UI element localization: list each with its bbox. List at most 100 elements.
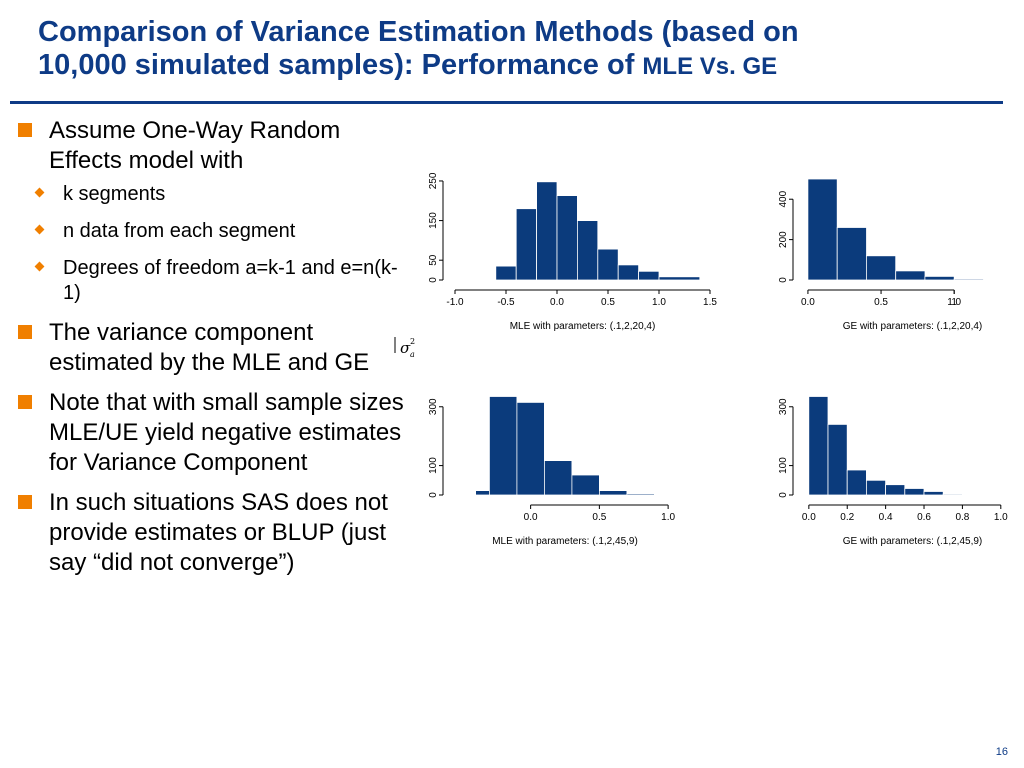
x-tick-label: 0.5 <box>874 297 888 308</box>
bullet-text: The variance component <box>49 319 314 346</box>
x-tick-label: 0.2 <box>840 512 854 523</box>
histogram-bar <box>924 276 955 281</box>
histogram-bar <box>923 491 944 496</box>
histogram-bar <box>638 270 660 281</box>
title-line-2: 10,000 simulated samples): Performance o… <box>38 49 643 81</box>
title-divider <box>10 101 1003 104</box>
page-number: 16 <box>995 746 1008 758</box>
histogram-bar <box>475 490 490 496</box>
x-tick-label: 0.5 <box>592 512 606 523</box>
histogram-bar <box>846 469 867 496</box>
square-bullet-icon <box>18 123 32 137</box>
bullet-list: Assume One-Way Random Effects model with… <box>18 116 413 588</box>
y-tick-label: 200 <box>778 231 789 248</box>
x-tick-label: 0.8 <box>955 512 969 523</box>
x-tick-label: 0.0 <box>524 512 538 523</box>
x-axis-label: MLE with parameters: (.1,2,45,9) <box>492 536 638 547</box>
square-bullet-icon <box>18 395 32 409</box>
x-tick-label: 1 <box>951 297 957 308</box>
y-tick-label: 250 <box>428 172 439 189</box>
sub-bullet-text: n data from each segment <box>63 220 296 242</box>
square-bullet-icon <box>18 495 32 509</box>
histogram-bar <box>617 264 639 281</box>
x-tick-label: 1.0 <box>994 512 1008 523</box>
sub-bullet-item: Degrees of freedom a=k-1 and e=n(k-1) <box>18 256 413 306</box>
sub-bullet-list: k segments n data from each segment Degr… <box>34 182 413 306</box>
y-tick-label: 150 <box>428 212 439 229</box>
x-axis-label: MLE with parameters: (.1,2,20,4) <box>510 321 656 332</box>
histogram-bar <box>556 195 578 281</box>
y-tick-label: 0 <box>778 492 789 498</box>
square-bullet-icon <box>18 325 32 339</box>
histogram-bar <box>836 227 867 281</box>
svg-text:a: a <box>410 350 415 359</box>
diamond-bullet-icon <box>34 224 45 235</box>
bullet-text: Assume One-Way Random Effects model with <box>49 117 341 174</box>
x-tick-label: 1.0 <box>661 512 675 523</box>
histogram-bar <box>895 270 926 281</box>
histogram-bar <box>598 490 628 496</box>
histogram-bar <box>571 474 600 496</box>
sub-bullet-text: k segments <box>63 183 166 205</box>
histogram-bar <box>626 493 655 496</box>
bullet-item: The variance component estimated by the … <box>18 318 413 378</box>
bullet-text: Note that with small sample sizes MLE/UE… <box>49 389 404 476</box>
x-tick-label: 0.0 <box>550 297 564 308</box>
histogram-bar <box>658 276 701 281</box>
histogram-bar <box>516 401 545 496</box>
histogram-bar <box>885 484 906 496</box>
y-tick-label: 0 <box>428 277 439 283</box>
bullet-item: Assume One-Way Random Effects model with… <box>18 116 413 306</box>
x-tick-label: 1.0 <box>652 297 666 308</box>
x-tick-label: 0.5 <box>601 297 615 308</box>
x-axis-label: GE with parameters: (.1,2,45,9) <box>843 536 983 547</box>
y-tick-label: 0 <box>428 492 439 498</box>
y-tick-label: 50 <box>428 254 439 266</box>
x-axis-label: GE with parameters: (.1,2,20,4) <box>843 321 983 332</box>
histogram-mle-45-9: 0 100 300 0.0 0.5 1.0 MLE with parameters: (.1… <box>428 396 676 547</box>
histogram-bar <box>808 396 829 496</box>
histogram-bar <box>866 255 897 281</box>
histogram-bar <box>544 460 573 496</box>
histogram-bar <box>495 265 517 281</box>
x-tick-label: 1.0 <box>947 297 961 308</box>
histogram-bar <box>807 178 838 281</box>
slide-title: Comparison of Variance Estimation Method… <box>38 16 998 83</box>
histogram-bar <box>597 248 619 281</box>
histogram-bar <box>942 493 963 496</box>
histogram-bar <box>866 479 887 496</box>
histogram-bar <box>515 208 537 281</box>
sigma-squared-symbol: σ 2 a <box>394 337 415 359</box>
y-tick-label: 300 <box>778 398 789 415</box>
bullet-text-continued: estimated by the MLE and GE <box>49 349 370 376</box>
sub-bullet-text: Degrees of freedom a=k-1 and e=n(k-1) <box>63 257 398 304</box>
bullet-item: Note that with small sample sizes MLE/UE… <box>18 388 413 478</box>
bullet-item: In such situations SAS does not provide … <box>18 488 413 578</box>
diamond-bullet-icon <box>34 261 45 272</box>
histogram-bar <box>489 396 518 496</box>
y-tick-label: 0 <box>778 277 789 283</box>
x-tick-label: 0.0 <box>801 297 815 308</box>
y-tick-label: 300 <box>428 398 439 415</box>
histogram-bar <box>904 488 925 496</box>
histogram-bar <box>576 220 599 281</box>
title-line-1: Comparison of Variance Estimation Method… <box>38 16 799 48</box>
x-tick-label: 0.4 <box>879 512 893 523</box>
x-tick-label: -0.5 <box>497 297 515 308</box>
sub-bullet-item: n data from each segment <box>18 219 413 244</box>
x-tick-label: -1.0 <box>446 297 464 308</box>
histogram-ge-45-9: 0 100 300 0.0 0.2 0.4 0.6 0.8 1.0 GE with paramet… <box>778 396 1008 547</box>
histogram-bar <box>827 424 848 496</box>
histogram-mle-20-4: 0 50 150 250 -1.0 -0.5 0.0 0.5 1.0 1.5 MLE with pa… <box>428 172 717 332</box>
histogram-ge-20-4: 0 200 400 0.0 0.5 1.01 GE with parameters: (.1… <box>778 178 984 332</box>
x-tick-label: 0.6 <box>917 512 931 523</box>
svg-text:2: 2 <box>410 337 415 346</box>
y-tick-label: 100 <box>778 457 789 474</box>
svg-text:σ: σ <box>400 339 411 357</box>
histogram-bar <box>953 278 984 281</box>
sub-bullet-item: k segments <box>18 182 413 207</box>
y-tick-label: 400 <box>778 190 789 207</box>
histogram-bar <box>536 181 558 281</box>
x-tick-label: 0.0 <box>802 512 816 523</box>
diamond-bullet-icon <box>34 187 45 198</box>
